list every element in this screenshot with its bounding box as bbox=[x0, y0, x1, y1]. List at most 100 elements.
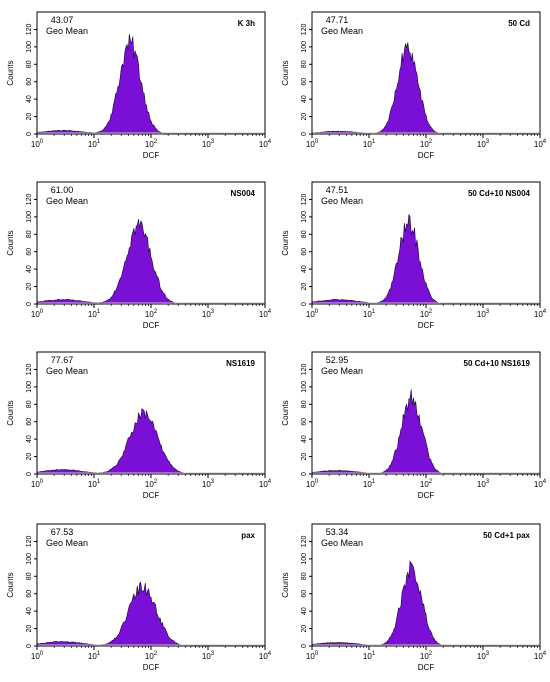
y-tick-label: 20 bbox=[26, 283, 33, 291]
histogram-panel: 0 20 40 60 80 100 120 100 101 102 103 104 DCF Counts 7… bbox=[0, 340, 275, 510]
x-tick-label: 100 bbox=[31, 479, 44, 489]
x-tick-label: 104 bbox=[534, 309, 547, 319]
sample-label: 50 Cd bbox=[508, 19, 530, 28]
y-tick-label: 40 bbox=[26, 435, 33, 443]
histogram-panel: 0 20 40 60 80 100 120 100 101 102 103 104 DCF Counts 4… bbox=[0, 0, 275, 170]
y-axis-label: Counts bbox=[281, 400, 290, 425]
y-tick-label: 60 bbox=[301, 418, 308, 426]
x-axis-label: DCF bbox=[143, 491, 160, 500]
geo-mean-value: 61.00 bbox=[51, 185, 74, 195]
y-tick-label: 100 bbox=[301, 41, 308, 53]
x-tick-label: 103 bbox=[202, 479, 215, 489]
x-axis-label: DCF bbox=[143, 321, 160, 330]
y-tick-label: 80 bbox=[26, 230, 33, 238]
geo-mean-label: Geo Mean bbox=[321, 366, 363, 376]
histogram-area bbox=[311, 42, 540, 135]
x-axis-label: DCF bbox=[418, 321, 435, 330]
y-tick-label: 100 bbox=[26, 41, 33, 53]
y-tick-label: 60 bbox=[26, 418, 33, 426]
x-tick-label: 103 bbox=[202, 309, 215, 319]
histogram-plot: 0 20 40 60 80 100 120 100 101 102 103 104 DCF Counts 6… bbox=[6, 523, 272, 672]
histogram-plot: 0 20 40 60 80 100 120 100 101 102 103 104 DCF Counts 5… bbox=[281, 523, 547, 672]
geo-mean-label: Geo Mean bbox=[46, 538, 88, 548]
sample-label: K 3h bbox=[238, 19, 255, 28]
x-tick-label: 104 bbox=[259, 479, 272, 489]
geo-mean-label: Geo Mean bbox=[321, 26, 363, 36]
histogram-area bbox=[36, 34, 265, 135]
y-axis-label: Counts bbox=[281, 60, 290, 85]
x-tick-label: 102 bbox=[420, 139, 433, 149]
x-tick-label: 100 bbox=[31, 139, 44, 149]
y-tick-label: 20 bbox=[26, 625, 33, 633]
y-tick-label: 0 bbox=[301, 472, 308, 476]
x-axis-label: DCF bbox=[418, 491, 435, 500]
y-tick-label: 100 bbox=[301, 553, 308, 565]
y-tick-label: 120 bbox=[301, 193, 308, 205]
y-tick-label: 100 bbox=[301, 381, 308, 393]
y-tick-label: 40 bbox=[301, 607, 308, 615]
x-tick-label: 104 bbox=[534, 651, 547, 661]
sample-label: 50 Cd+10 NS004 bbox=[468, 189, 531, 198]
histogram-panel: 0 20 40 60 80 100 120 100 101 102 103 104 DCF Counts 6… bbox=[0, 170, 275, 340]
x-tick-label: 102 bbox=[420, 479, 433, 489]
sample-label: NS004 bbox=[231, 189, 256, 198]
y-tick-label: 40 bbox=[301, 265, 308, 273]
y-tick-label: 20 bbox=[26, 113, 33, 121]
sample-label: 50 Cd+1 pax bbox=[483, 531, 530, 540]
y-tick-label: 40 bbox=[301, 95, 308, 103]
histogram-plot: 0 20 40 60 80 100 120 100 101 102 103 104 DCF Counts 4… bbox=[281, 181, 547, 330]
histogram-panel: 0 20 40 60 80 100 120 100 101 102 103 104 DCF Counts 5… bbox=[275, 340, 550, 510]
y-tick-label: 60 bbox=[26, 248, 33, 256]
geo-mean-value: 43.07 bbox=[51, 15, 74, 25]
geo-mean-label: Geo Mean bbox=[46, 196, 88, 206]
y-tick-label: 60 bbox=[26, 590, 33, 598]
y-tick-label: 80 bbox=[301, 230, 308, 238]
geo-mean-label: Geo Mean bbox=[321, 538, 363, 548]
y-tick-label: 80 bbox=[26, 60, 33, 68]
x-tick-label: 101 bbox=[363, 479, 376, 489]
y-tick-label: 120 bbox=[26, 23, 33, 35]
y-tick-label: 0 bbox=[26, 302, 33, 306]
geo-mean-value: 52.95 bbox=[326, 355, 349, 365]
y-tick-label: 100 bbox=[301, 211, 308, 223]
x-tick-label: 104 bbox=[534, 139, 547, 149]
histogram-area bbox=[36, 408, 265, 475]
y-axis-label: Counts bbox=[6, 572, 15, 597]
histogram-panel: 0 20 40 60 80 100 120 100 101 102 103 104 DCF Counts 4… bbox=[275, 0, 550, 170]
y-tick-label: 80 bbox=[26, 572, 33, 580]
histogram-plot: 0 20 40 60 80 100 120 100 101 102 103 104 DCF Counts 4… bbox=[281, 11, 547, 160]
sample-label: NS1619 bbox=[226, 359, 255, 368]
x-tick-label: 101 bbox=[88, 139, 101, 149]
y-tick-label: 0 bbox=[301, 302, 308, 306]
y-axis-label: Counts bbox=[6, 60, 15, 85]
x-axis-label: DCF bbox=[143, 151, 160, 160]
histogram-area bbox=[36, 219, 265, 305]
x-tick-label: 101 bbox=[88, 479, 101, 489]
x-tick-label: 100 bbox=[31, 309, 44, 319]
y-tick-label: 100 bbox=[26, 381, 33, 393]
y-tick-label: 40 bbox=[26, 607, 33, 615]
y-tick-label: 0 bbox=[26, 644, 33, 648]
histogram-area bbox=[311, 213, 540, 305]
x-axis-label: DCF bbox=[418, 151, 435, 160]
histogram-area bbox=[311, 389, 540, 475]
x-tick-label: 103 bbox=[477, 309, 490, 319]
x-tick-label: 100 bbox=[306, 479, 319, 489]
x-tick-label: 102 bbox=[145, 309, 158, 319]
x-tick-label: 103 bbox=[202, 139, 215, 149]
x-axis-label: DCF bbox=[143, 663, 160, 672]
x-tick-label: 102 bbox=[145, 651, 158, 661]
y-tick-label: 60 bbox=[301, 248, 308, 256]
geo-mean-label: Geo Mean bbox=[321, 196, 363, 206]
x-tick-label: 104 bbox=[259, 139, 272, 149]
histogram-panel: 0 20 40 60 80 100 120 100 101 102 103 104 DCF Counts 6… bbox=[0, 512, 275, 682]
y-tick-label: 20 bbox=[301, 625, 308, 633]
y-tick-label: 120 bbox=[26, 535, 33, 547]
y-tick-label: 40 bbox=[26, 265, 33, 273]
x-tick-label: 100 bbox=[306, 139, 319, 149]
x-tick-label: 100 bbox=[31, 651, 44, 661]
x-tick-label: 102 bbox=[420, 309, 433, 319]
y-tick-label: 120 bbox=[301, 535, 308, 547]
y-tick-label: 40 bbox=[301, 435, 308, 443]
